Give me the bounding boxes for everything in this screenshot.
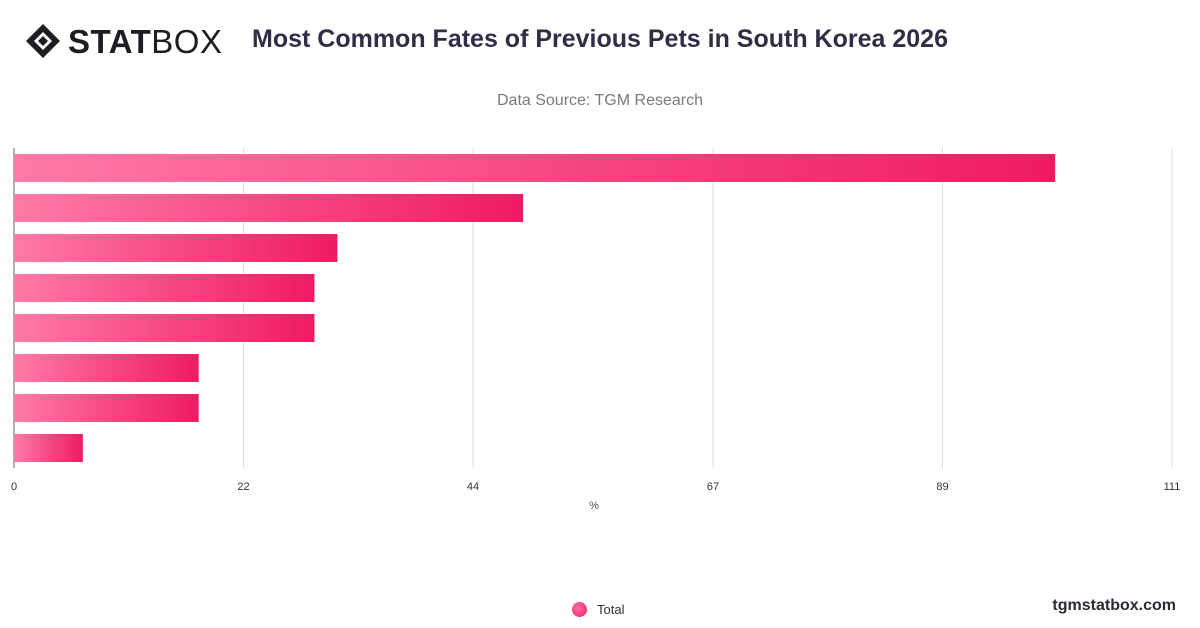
statbox-logo: STATBOX <box>24 22 222 60</box>
chart-title: Most Common Fates of Previous Pets in So… <box>252 25 948 53</box>
x-tick-label: 44 <box>467 481 479 493</box>
logo-wordmark: STATBOX <box>68 25 222 58</box>
bar[interactable] <box>14 154 1056 182</box>
bar[interactable] <box>14 234 338 262</box>
logo-wordmark-light: BOX <box>151 22 223 60</box>
x-axis-label: % <box>589 500 599 512</box>
x-tick-label: 0 <box>11 481 17 493</box>
bar[interactable] <box>14 394 199 422</box>
x-axis-ticks: 0 22 44 67 89 111 <box>11 481 1180 493</box>
bar[interactable] <box>14 434 83 462</box>
chart-subtitle: Data Source: TGM Research <box>496 92 703 109</box>
bar[interactable] <box>14 274 315 302</box>
legend[interactable]: Total <box>572 602 624 617</box>
legend-marker <box>572 602 587 617</box>
x-tick-label: 22 <box>237 481 249 493</box>
bar[interactable] <box>14 314 315 342</box>
legend-label-total: Total <box>597 602 625 617</box>
bar[interactable] <box>14 194 524 222</box>
bar[interactable] <box>14 354 199 382</box>
statbox-diamond-icon <box>26 24 60 58</box>
x-tick-label: 67 <box>707 481 719 493</box>
logo-wordmark-bold: STAT <box>68 22 152 60</box>
x-tick-label: 89 <box>936 481 948 493</box>
bars <box>14 154 1056 462</box>
x-tick-label: 111 <box>1164 481 1181 493</box>
footer-site: tgmstatbox.com <box>1052 597 1176 614</box>
